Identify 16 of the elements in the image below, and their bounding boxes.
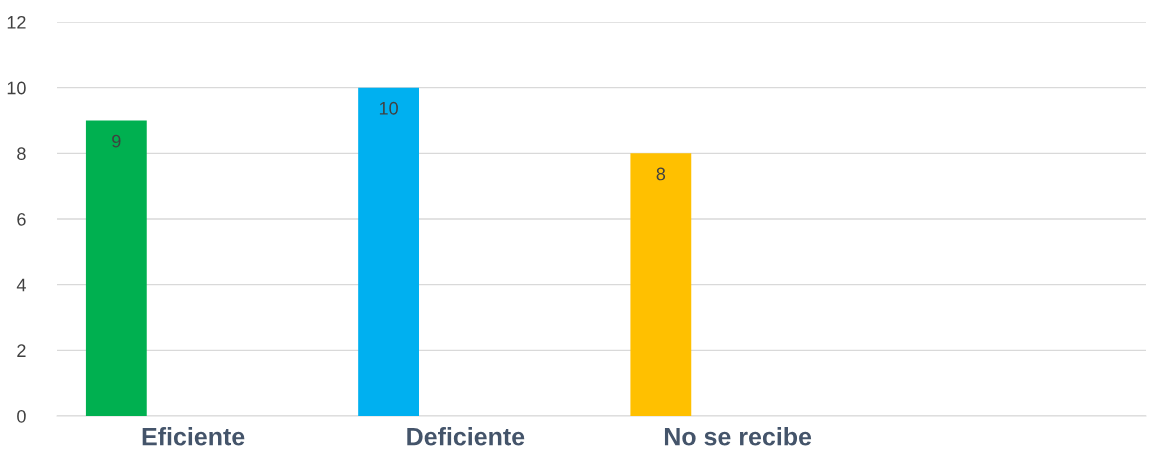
x-tick-label: No se recibe <box>664 427 812 446</box>
y-tick-label: 4 <box>16 278 26 292</box>
data-label: 9 <box>112 134 121 148</box>
y-tick-label: 0 <box>17 409 26 423</box>
data-label: 8 <box>656 167 666 181</box>
bar <box>358 87 419 416</box>
data-label: 10 <box>379 101 398 115</box>
x-tick-label: Eficiente <box>142 427 245 446</box>
x-tick-label: Deficiente <box>407 427 525 446</box>
y-tick-label: 2 <box>17 344 26 357</box>
y-tick-label: 8 <box>17 147 26 161</box>
y-tick-label: 12 <box>7 15 26 29</box>
bar <box>85 120 147 416</box>
bar <box>630 153 692 416</box>
y-tick-label: 6 <box>17 212 26 226</box>
y-tick-label: 10 <box>7 81 26 95</box>
